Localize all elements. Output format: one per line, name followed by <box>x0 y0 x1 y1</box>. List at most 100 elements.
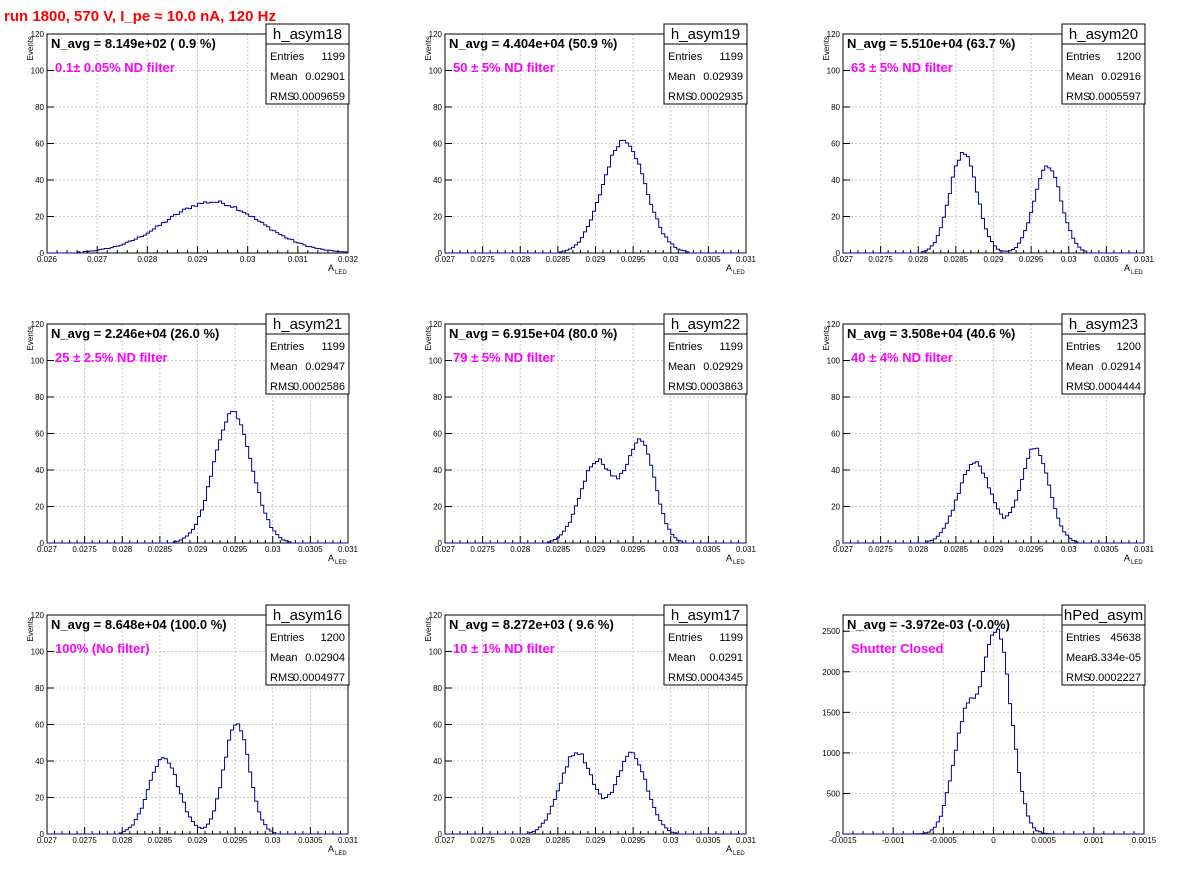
stats-value: 0.0291 <box>709 652 743 664</box>
x-tick-label: 0.031 <box>338 545 359 554</box>
stats-value: 1200 <box>1117 341 1141 353</box>
x-tick-label: 0.029 <box>187 255 208 264</box>
x-tick-label: 0.0305 <box>696 545 721 554</box>
y-tick-label: 40 <box>433 757 442 766</box>
y-axis-label: Events <box>26 326 35 350</box>
stats-label: Entries <box>1066 51 1101 63</box>
filter-label: 0.1± 0.05% ND filter <box>55 60 175 75</box>
y-tick-label: 120 <box>429 320 443 329</box>
histogram-panel-h_asym18: 0.026 0.027 0.028 0.029 0.03 0.031 0.032 0 20 40 6… <box>26 23 359 276</box>
stats-value: 0.0004977 <box>293 672 345 684</box>
stats-label: Entries <box>668 341 703 353</box>
y-tick-label: 40 <box>831 176 840 185</box>
x-tick-label: 0.0285 <box>148 545 173 554</box>
stats-label: Entries <box>1066 341 1101 353</box>
histogram-name: h_asym22 <box>671 316 740 333</box>
stats-box <box>663 604 748 686</box>
y-tick-label: 0 <box>836 539 841 548</box>
histogram-name: h_asym23 <box>1069 316 1138 333</box>
navg-label: N_avg = 5.510e+04 (63.7 %) <box>847 36 1015 51</box>
filter-label: 25 ± 2.5% ND filter <box>55 350 168 365</box>
x-tick-label: 0.031 <box>288 255 309 264</box>
stats-value: 1199 <box>719 341 743 353</box>
stats-value: 0.02916 <box>1101 71 1141 83</box>
x-tick-label: 0.0295 <box>621 545 646 554</box>
x-tick-label: 0.0305 <box>1094 545 1119 554</box>
histogram-panel-hPed_asym: -0.0015 -0.001 -0.0005 0 0.0005 0.001 0.0015 0 5… <box>822 604 1157 845</box>
stats-value: 0.0003863 <box>691 381 743 393</box>
filter-label: 10 ± 1% ND filter <box>453 641 555 656</box>
histogram-line <box>445 139 746 254</box>
x-axis-label: A <box>328 263 334 273</box>
y-tick-label: 1500 <box>822 708 840 717</box>
navg-label: N_avg = 8.272e+03 ( 9.6 %) <box>449 617 614 632</box>
y-tick-label: 60 <box>433 721 442 730</box>
y-tick-label: 40 <box>433 176 442 185</box>
stats-label: Entries <box>270 51 305 63</box>
y-tick-label: 60 <box>35 140 44 149</box>
x-tick-label: 0.0285 <box>546 545 571 554</box>
histogram-line <box>47 723 348 835</box>
x-axis-label: A <box>1124 553 1130 563</box>
stats-value: 0.02904 <box>305 652 345 664</box>
x-tick-label: 0.0295 <box>1019 545 1044 554</box>
x-tick-label: 0.0285 <box>546 836 571 845</box>
x-tick-label: 0.03 <box>663 836 679 845</box>
y-tick-label: 500 <box>827 789 841 798</box>
stats-box <box>1061 604 1146 686</box>
y-tick-label: 100 <box>31 648 45 657</box>
y-tick-label: 60 <box>433 430 442 439</box>
x-tick-label: 0.0275 <box>868 545 893 554</box>
x-axis-label: A <box>328 844 334 854</box>
stats-label: RMS <box>668 672 692 684</box>
histogram-line <box>47 200 349 254</box>
stats-label: Entries <box>270 341 305 353</box>
x-tick-label: 0.0285 <box>944 545 969 554</box>
stats-label: RMS <box>668 91 692 103</box>
y-axis-label: Events <box>822 326 831 350</box>
histogram-name: hPed_asym <box>1064 607 1143 624</box>
y-axis-label: Events <box>424 617 433 641</box>
x-tick-label: 0.0275 <box>470 255 495 264</box>
x-axis-label-sub: LED <box>335 851 347 857</box>
y-tick-label: 20 <box>831 503 840 512</box>
y-tick-label: 0 <box>40 249 45 258</box>
y-tick-label: 80 <box>433 393 442 402</box>
stats-label: Mean <box>1066 361 1094 373</box>
y-tick-label: 60 <box>831 140 840 149</box>
y-tick-label: 100 <box>429 357 443 366</box>
x-tick-label: 0.027 <box>37 545 58 554</box>
y-tick-label: 20 <box>35 503 44 512</box>
y-tick-label: 20 <box>433 794 442 803</box>
x-tick-label: 0.031 <box>1134 545 1155 554</box>
stats-label: RMS <box>270 381 294 393</box>
stats-value: 0.0002935 <box>691 91 743 103</box>
y-tick-label: 20 <box>433 503 442 512</box>
y-tick-label: 120 <box>31 30 45 39</box>
stats-label: RMS <box>668 381 692 393</box>
stats-box <box>265 313 350 395</box>
x-tick-label: 0.029 <box>585 545 606 554</box>
run-title: run 1800, 570 V, I_pe ≈ 10.0 nA, 120 Hz <box>4 8 276 25</box>
stats-box <box>265 23 350 105</box>
histogram-panel-h_asym21: 0.027 0.0275 0.028 0.0285 0.029 0.0295 0.03 0.0… <box>26 313 359 566</box>
x-tick-label: 0.027 <box>833 545 854 554</box>
x-tick-label: 0.0305 <box>696 836 721 845</box>
histogram-line <box>445 438 746 544</box>
stats-value: 1199 <box>719 51 743 63</box>
y-tick-label: 80 <box>35 393 44 402</box>
histogram-panel-h_asym20: 0.027 0.0275 0.028 0.0285 0.029 0.0295 0.03 0.0… <box>822 23 1155 276</box>
y-tick-label: 60 <box>433 140 442 149</box>
stats-value: 0.02901 <box>305 71 345 83</box>
x-tick-label: 0.029 <box>585 836 606 845</box>
y-tick-label: 100 <box>827 357 841 366</box>
stats-value: 0.0002586 <box>293 381 345 393</box>
x-tick-label: 0.028 <box>112 545 133 554</box>
y-tick-label: 100 <box>827 67 841 76</box>
histogram-name: h_asym16 <box>273 607 342 624</box>
y-tick-label: 60 <box>35 430 44 439</box>
stats-label: RMS <box>270 672 294 684</box>
y-tick-label: 100 <box>31 357 45 366</box>
stats-value: 0.0004345 <box>691 672 743 684</box>
